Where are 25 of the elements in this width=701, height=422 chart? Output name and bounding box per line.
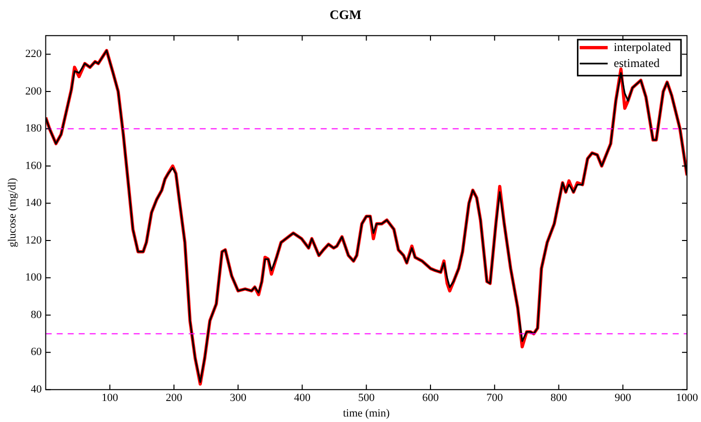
x-tick-label: 400 bbox=[294, 392, 311, 404]
y-tick-label: 140 bbox=[25, 197, 42, 210]
x-tick-label: 700 bbox=[486, 392, 504, 404]
x-tick-label: 600 bbox=[422, 392, 440, 404]
y-tick-label: 40 bbox=[30, 383, 42, 396]
x-tick-label: 200 bbox=[166, 392, 183, 404]
x-tick-label: 300 bbox=[230, 392, 247, 404]
y-tick-label: 120 bbox=[25, 234, 42, 246]
x-axis-title: time (min) bbox=[342, 407, 390, 420]
x-tick-label: 500 bbox=[358, 392, 376, 404]
y-tick-label: 220 bbox=[25, 48, 42, 60]
legend-label: estimated bbox=[614, 56, 660, 70]
y-tick-label: 100 bbox=[25, 272, 42, 284]
chart-title: CGM bbox=[330, 7, 362, 22]
y-axis-title: glucose (mg/dl) bbox=[6, 178, 18, 248]
x-tick-label: 1000 bbox=[676, 392, 698, 404]
y-tick-label: 160 bbox=[25, 160, 42, 172]
y-tick-label: 200 bbox=[25, 85, 42, 98]
y-tick-label: 180 bbox=[25, 122, 42, 135]
y-tick-label: 60 bbox=[30, 346, 42, 358]
x-tick-label: 900 bbox=[614, 392, 632, 404]
x-tick-label: 800 bbox=[550, 392, 568, 404]
x-tick-label: 100 bbox=[102, 392, 119, 404]
legend-label: interpolated bbox=[614, 40, 671, 54]
y-tick-label: 80 bbox=[30, 308, 42, 321]
